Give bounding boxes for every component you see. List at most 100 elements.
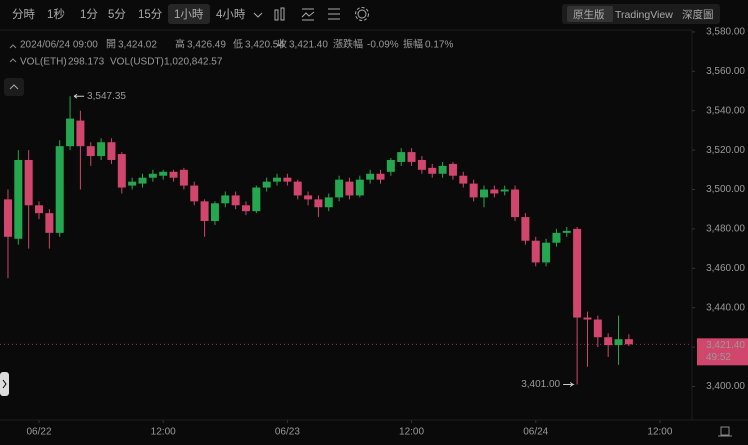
interval[interactable]: 4小時	[216, 8, 246, 21]
annotation: 3,547.35	[87, 91, 126, 102]
legend-value: 3,424.02	[118, 40, 157, 51]
y-tick-label: 3,480.00	[706, 224, 745, 235]
candle-body	[14, 159, 23, 239]
candle-body	[128, 181, 137, 186]
candle-body	[231, 195, 240, 206]
interval[interactable]: 15分	[138, 8, 163, 21]
view-option[interactable]: TradingView	[615, 9, 673, 21]
candle-body	[438, 165, 447, 174]
y-tick-label: 3,520.00	[706, 145, 745, 156]
candle-body	[335, 179, 344, 198]
last-price-label: 3,421.40	[706, 340, 745, 351]
candle-body	[76, 120, 85, 147]
candle-body	[624, 339, 633, 345]
candle-body	[407, 152, 416, 162]
last-price-box	[697, 338, 748, 366]
legend-time: 2024/06/24 09:00	[20, 40, 98, 51]
candle-body	[324, 197, 333, 208]
candle-body	[3, 199, 12, 237]
side-tab[interactable]	[0, 372, 9, 396]
candle-body	[604, 337, 613, 346]
candle-body	[593, 319, 602, 338]
candle-body	[252, 187, 261, 212]
view-option[interactable]: 深度圖	[682, 8, 714, 21]
candle-body	[283, 177, 292, 182]
settings-icon[interactable]	[718, 426, 732, 437]
candle-body	[614, 339, 623, 346]
candle-body	[179, 169, 188, 186]
x-tick-label: 06/22	[26, 427, 51, 438]
candle-body	[345, 181, 354, 196]
interval[interactable]: 1秒	[47, 7, 65, 21]
legend-value: 3,420.54	[245, 40, 284, 51]
candle-body	[24, 159, 33, 206]
candle-body	[479, 189, 488, 198]
interval[interactable]: 1分	[80, 8, 98, 21]
interval[interactable]: 5分	[108, 8, 126, 21]
legend-label: 收	[277, 38, 287, 51]
candle-body	[107, 142, 116, 160]
legend-label: 開	[106, 39, 116, 51]
tool-icons[interactable]	[274, 7, 369, 21]
x-tick-label: 06/24	[523, 427, 548, 438]
candle-body	[138, 177, 147, 184]
y-tick-label: 3,440.00	[706, 302, 745, 313]
collapse-button[interactable]	[4, 78, 24, 96]
view-active	[567, 6, 613, 22]
candle-body	[521, 217, 530, 241]
candle-body	[511, 189, 520, 218]
y-tick-label: 3,540.00	[706, 105, 745, 116]
candle-body	[583, 317, 592, 320]
candle-body	[190, 185, 199, 202]
candle-body	[221, 195, 230, 204]
legend-value: 3,426.49	[187, 40, 226, 51]
candle-body	[241, 205, 250, 212]
candle-body	[117, 154, 126, 188]
legend-label: 高	[175, 38, 185, 51]
legend-value: 3,421.40	[289, 40, 328, 51]
candle-body	[459, 175, 468, 184]
candle-body	[86, 146, 95, 157]
x-tick-label: 06/23	[275, 427, 300, 438]
candle-body	[469, 183, 478, 198]
collapse-icon	[9, 84, 19, 90]
volume-label: VOL(USDT)	[110, 57, 164, 68]
legend-label: 低	[233, 38, 243, 51]
collapse-icons[interactable]	[9, 44, 17, 63]
candle-body	[293, 181, 302, 196]
candle-body	[273, 177, 282, 182]
candle-body	[386, 159, 395, 172]
legend-label: 漲跌幅	[333, 38, 363, 51]
view-option[interactable]: 原生版	[573, 8, 605, 21]
side-tab-icon	[2, 379, 7, 389]
interval[interactable]: 1小時	[174, 8, 204, 21]
candle-body	[66, 118, 75, 147]
candle-body	[97, 142, 106, 157]
candle-body	[55, 146, 64, 233]
candle-body	[428, 167, 437, 174]
candle-body	[35, 205, 44, 214]
annotation-arrow	[563, 382, 575, 387]
candle-body	[573, 228, 582, 318]
y-tick-label: 3,500.00	[706, 184, 745, 195]
interval-dropdown[interactable]	[253, 12, 263, 18]
interval[interactable]: 分時	[12, 8, 35, 21]
volume-label: VOL(ETH)	[20, 57, 67, 68]
interval-active	[168, 4, 210, 24]
y-tick-label: 3,580.00	[706, 27, 745, 38]
legend-value: 0.17%	[425, 40, 453, 51]
candle-body	[304, 195, 313, 200]
volume-value: 298.173	[68, 57, 105, 68]
candle-body	[45, 213, 54, 233]
x-tick-label: 12:00	[151, 427, 176, 438]
candle-body	[210, 203, 219, 222]
candle-body	[366, 173, 375, 180]
volume-value: 1,020,842.57	[164, 57, 223, 68]
candle-body	[397, 152, 406, 162]
x-tick-label: 12:00	[399, 427, 424, 438]
candle-body	[531, 240, 540, 263]
annotation: 3,401.00	[521, 379, 560, 390]
